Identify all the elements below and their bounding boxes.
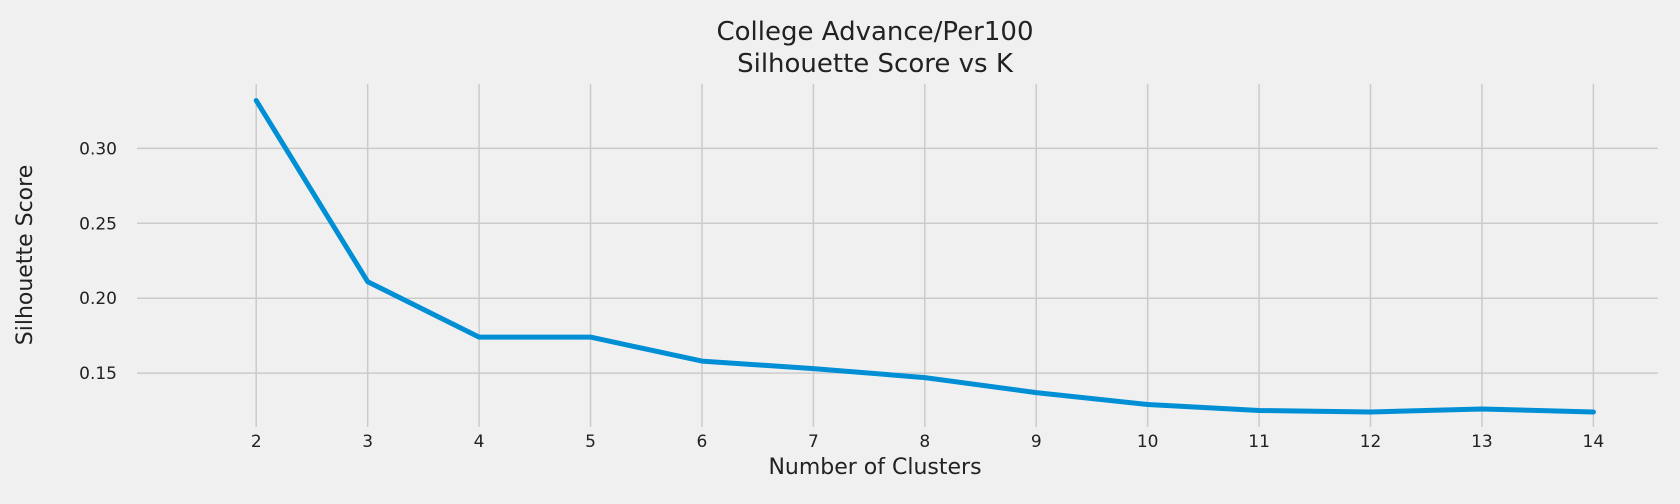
- x-tick-label: 14: [1583, 432, 1605, 452]
- chart-title: College Advance/Per100: [716, 17, 1033, 47]
- x-tick-label: 10: [1137, 432, 1159, 452]
- x-tick-label: 3: [362, 432, 373, 452]
- y-tick-label: 0.25: [79, 214, 117, 234]
- y-tick-label: 0.30: [79, 139, 117, 159]
- x-tick-label: 11: [1248, 432, 1270, 452]
- x-tick-label: 6: [697, 432, 708, 452]
- x-tick-label: 12: [1360, 432, 1382, 452]
- x-tick-label: 8: [919, 432, 930, 452]
- x-tick-label: 2: [251, 432, 262, 452]
- series-layer: [253, 98, 1596, 415]
- y-tick-label: 0.15: [79, 364, 117, 384]
- y-tick-label: 0.20: [79, 289, 117, 309]
- x-tick-label: 4: [474, 432, 485, 452]
- x-tick-label: 13: [1471, 432, 1493, 452]
- x-tick-label: 9: [1031, 432, 1042, 452]
- chart-subtitle: Silhouette Score vs K: [737, 49, 1014, 79]
- x-tick-label: 7: [808, 432, 819, 452]
- x-tick-label: 5: [585, 432, 596, 452]
- y-axis-label: Silhouette Score: [13, 165, 38, 345]
- y-ticks: 0.15 0.20 0.25 0.30: [79, 139, 117, 384]
- x-axis-label: Number of Clusters: [768, 455, 981, 480]
- x-ticks: 2 3 4 5 6 7 8 9 10 11 12 13 14: [251, 432, 1604, 452]
- series-line: [253, 98, 1596, 415]
